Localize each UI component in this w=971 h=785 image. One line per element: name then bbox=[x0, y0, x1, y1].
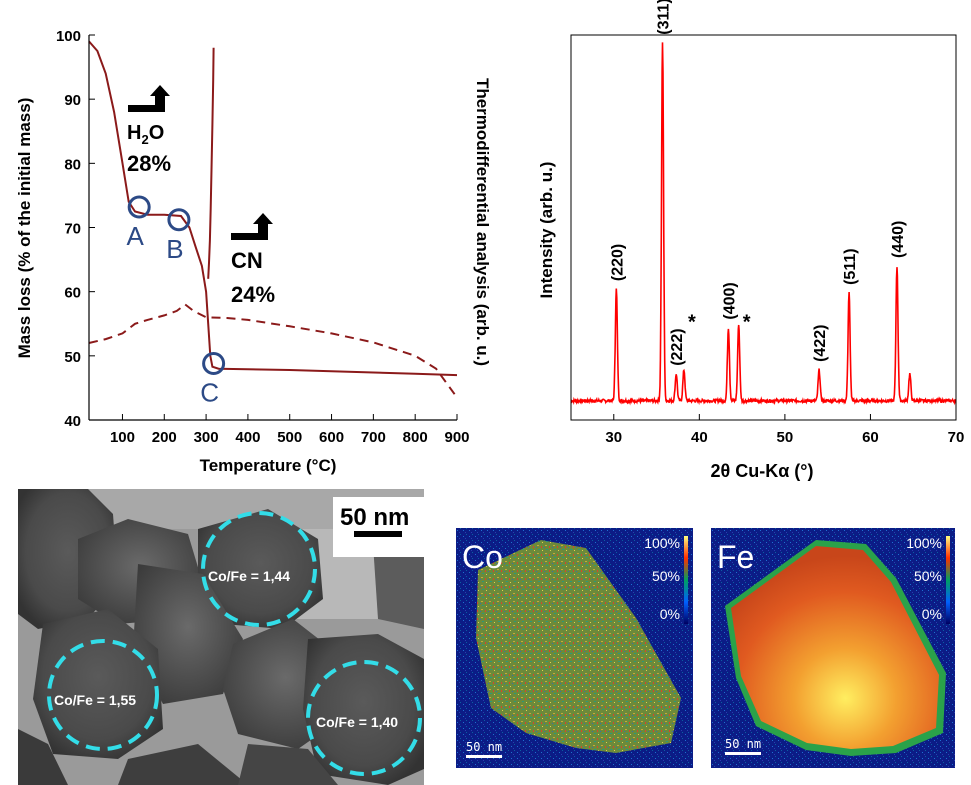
particle-ratio-label-2: Co/Fe = 1,55 bbox=[54, 692, 136, 708]
tem-scale-label-background bbox=[333, 497, 424, 557]
xrd-plot-frame bbox=[570, 34, 957, 421]
xrd-x-tick-label: 40 bbox=[691, 429, 708, 446]
xrd-peak-label: (311) bbox=[656, 0, 673, 35]
co-colorbar-min: 0% bbox=[660, 606, 680, 622]
fe-colorbar bbox=[946, 536, 950, 624]
tga-point-label-A: A bbox=[127, 221, 145, 251]
cn-mass-loss-value: 24% bbox=[231, 282, 275, 307]
fe-colorbar-mid: 50% bbox=[914, 568, 942, 584]
fe-colorbar-max: 100% bbox=[906, 535, 942, 551]
tga-y-tick-label: 60 bbox=[64, 285, 81, 302]
xrd-marks: 30 40 50 60 70 (220) (311) (222) (400) (422) (511)… bbox=[570, 0, 965, 446]
xrd-peak-label: (400) bbox=[721, 282, 738, 319]
tga-y-tick-label: 80 bbox=[64, 156, 81, 173]
particle-ratio-label-3: Co/Fe = 1,40 bbox=[316, 714, 398, 730]
tga-x-tick-label: 900 bbox=[444, 429, 469, 446]
co-colorbar-mid: 50% bbox=[652, 568, 680, 584]
particle-ratio-label-1: Co/Fe = 1,44 bbox=[208, 568, 290, 584]
tga-y-tick-label: 70 bbox=[64, 221, 81, 238]
tga-y-tick-label: 100 bbox=[56, 28, 81, 45]
xrd-x-tick-label: 30 bbox=[605, 429, 622, 446]
tga-series-1 bbox=[88, 40, 458, 377]
xrd-peak-label: (222) bbox=[669, 328, 686, 365]
xrd-peak-label: (422) bbox=[812, 325, 829, 362]
tga-y-tick-label: 50 bbox=[64, 349, 81, 366]
fe-scale-bar bbox=[725, 752, 761, 755]
h2o-step-arrow-icon bbox=[128, 85, 170, 112]
tga-point-marker-C bbox=[202, 352, 226, 376]
tga-x-tick-label: 100 bbox=[110, 429, 135, 446]
tga-x-tick-label: 300 bbox=[194, 429, 219, 446]
tem-particles bbox=[18, 489, 424, 785]
tga-point-marker-B bbox=[167, 208, 191, 232]
xrd-impurity-star: * bbox=[688, 311, 696, 333]
xrd-peak-label: (440) bbox=[890, 221, 907, 258]
co-colorbar-max: 100% bbox=[644, 535, 680, 551]
tem-image: Co/Fe = 1,44 Co/Fe = 1,55 Co/Fe = 1,40 5… bbox=[18, 489, 424, 785]
tga-point-label-C: C bbox=[200, 378, 219, 408]
tga-series-3 bbox=[207, 47, 215, 279]
tga-x-tick-label: 800 bbox=[403, 429, 428, 446]
particle-circle-1 bbox=[201, 511, 317, 627]
cn-step-arrow-icon bbox=[231, 213, 273, 240]
co-colorbar bbox=[684, 536, 688, 624]
xrd-x-tick-label: 50 bbox=[777, 429, 794, 446]
xrd-peak-label: (511) bbox=[842, 248, 859, 284]
particle-circle-2 bbox=[47, 639, 159, 751]
xrd-impurity-star: * bbox=[743, 311, 751, 333]
tem-scale-bar bbox=[354, 531, 402, 537]
tga-x-tick-label: 700 bbox=[361, 429, 386, 446]
tga-marks: 100 200 300 400 500 600 700 800 900 40 50 60 70 80 90 1… bbox=[56, 28, 470, 446]
co-scale-bar bbox=[466, 755, 502, 758]
fe-scale-label: 50 nm bbox=[725, 737, 761, 751]
tga-y2-axis-label: Thermodifferential analysis (arb. u.) bbox=[473, 78, 492, 366]
tga-x-axis-label: Temperature (°C) bbox=[200, 456, 337, 475]
co-map-element-label: Co bbox=[462, 539, 503, 575]
xrd-x-tick-label: 70 bbox=[948, 429, 965, 446]
xrd-x-tick-label: 60 bbox=[862, 429, 879, 446]
tem-scale-label: 50 nm bbox=[340, 504, 409, 531]
co-particle-region bbox=[476, 540, 681, 753]
tga-x-tick-label: 500 bbox=[277, 429, 302, 446]
xrd-y-axis-label: Intensity (arb. u.) bbox=[537, 162, 556, 299]
tga-point-label-B: B bbox=[166, 234, 183, 264]
tga-y-tick-label: 40 bbox=[64, 413, 81, 430]
tga-x-tick-label: 400 bbox=[235, 429, 260, 446]
xrd-x-axis-label: 2θ Cu-Kα (°) bbox=[711, 461, 814, 481]
tga-series-2 bbox=[88, 303, 458, 399]
h2o-label: H2O bbox=[127, 122, 164, 147]
co-element-map: Co 100% 50% 0% 50 nm bbox=[456, 528, 693, 768]
cn-label: CN bbox=[231, 248, 263, 273]
tga-y-tick-label: 90 bbox=[64, 92, 81, 109]
fe-particle-region bbox=[731, 546, 939, 749]
co-scale-label: 50 nm bbox=[466, 740, 502, 754]
h2o-mass-loss-value: 28% bbox=[127, 151, 171, 176]
xrd-peak-label: (220) bbox=[609, 244, 626, 281]
tga-x-tick-label: 600 bbox=[319, 429, 344, 446]
xrd-pattern-line bbox=[570, 42, 957, 406]
tga-x-tick-label: 200 bbox=[152, 429, 177, 446]
tga-y-axis-label: Mass loss (% of the initial mass) bbox=[15, 98, 34, 359]
particle-circle-3 bbox=[306, 660, 422, 776]
fe-colorbar-min: 0% bbox=[922, 606, 942, 622]
tga-point-marker-A bbox=[127, 195, 151, 219]
fe-element-map: Fe 100% 50% 0% 50 nm bbox=[711, 528, 955, 768]
fe-map-element-label: Fe bbox=[717, 539, 754, 575]
